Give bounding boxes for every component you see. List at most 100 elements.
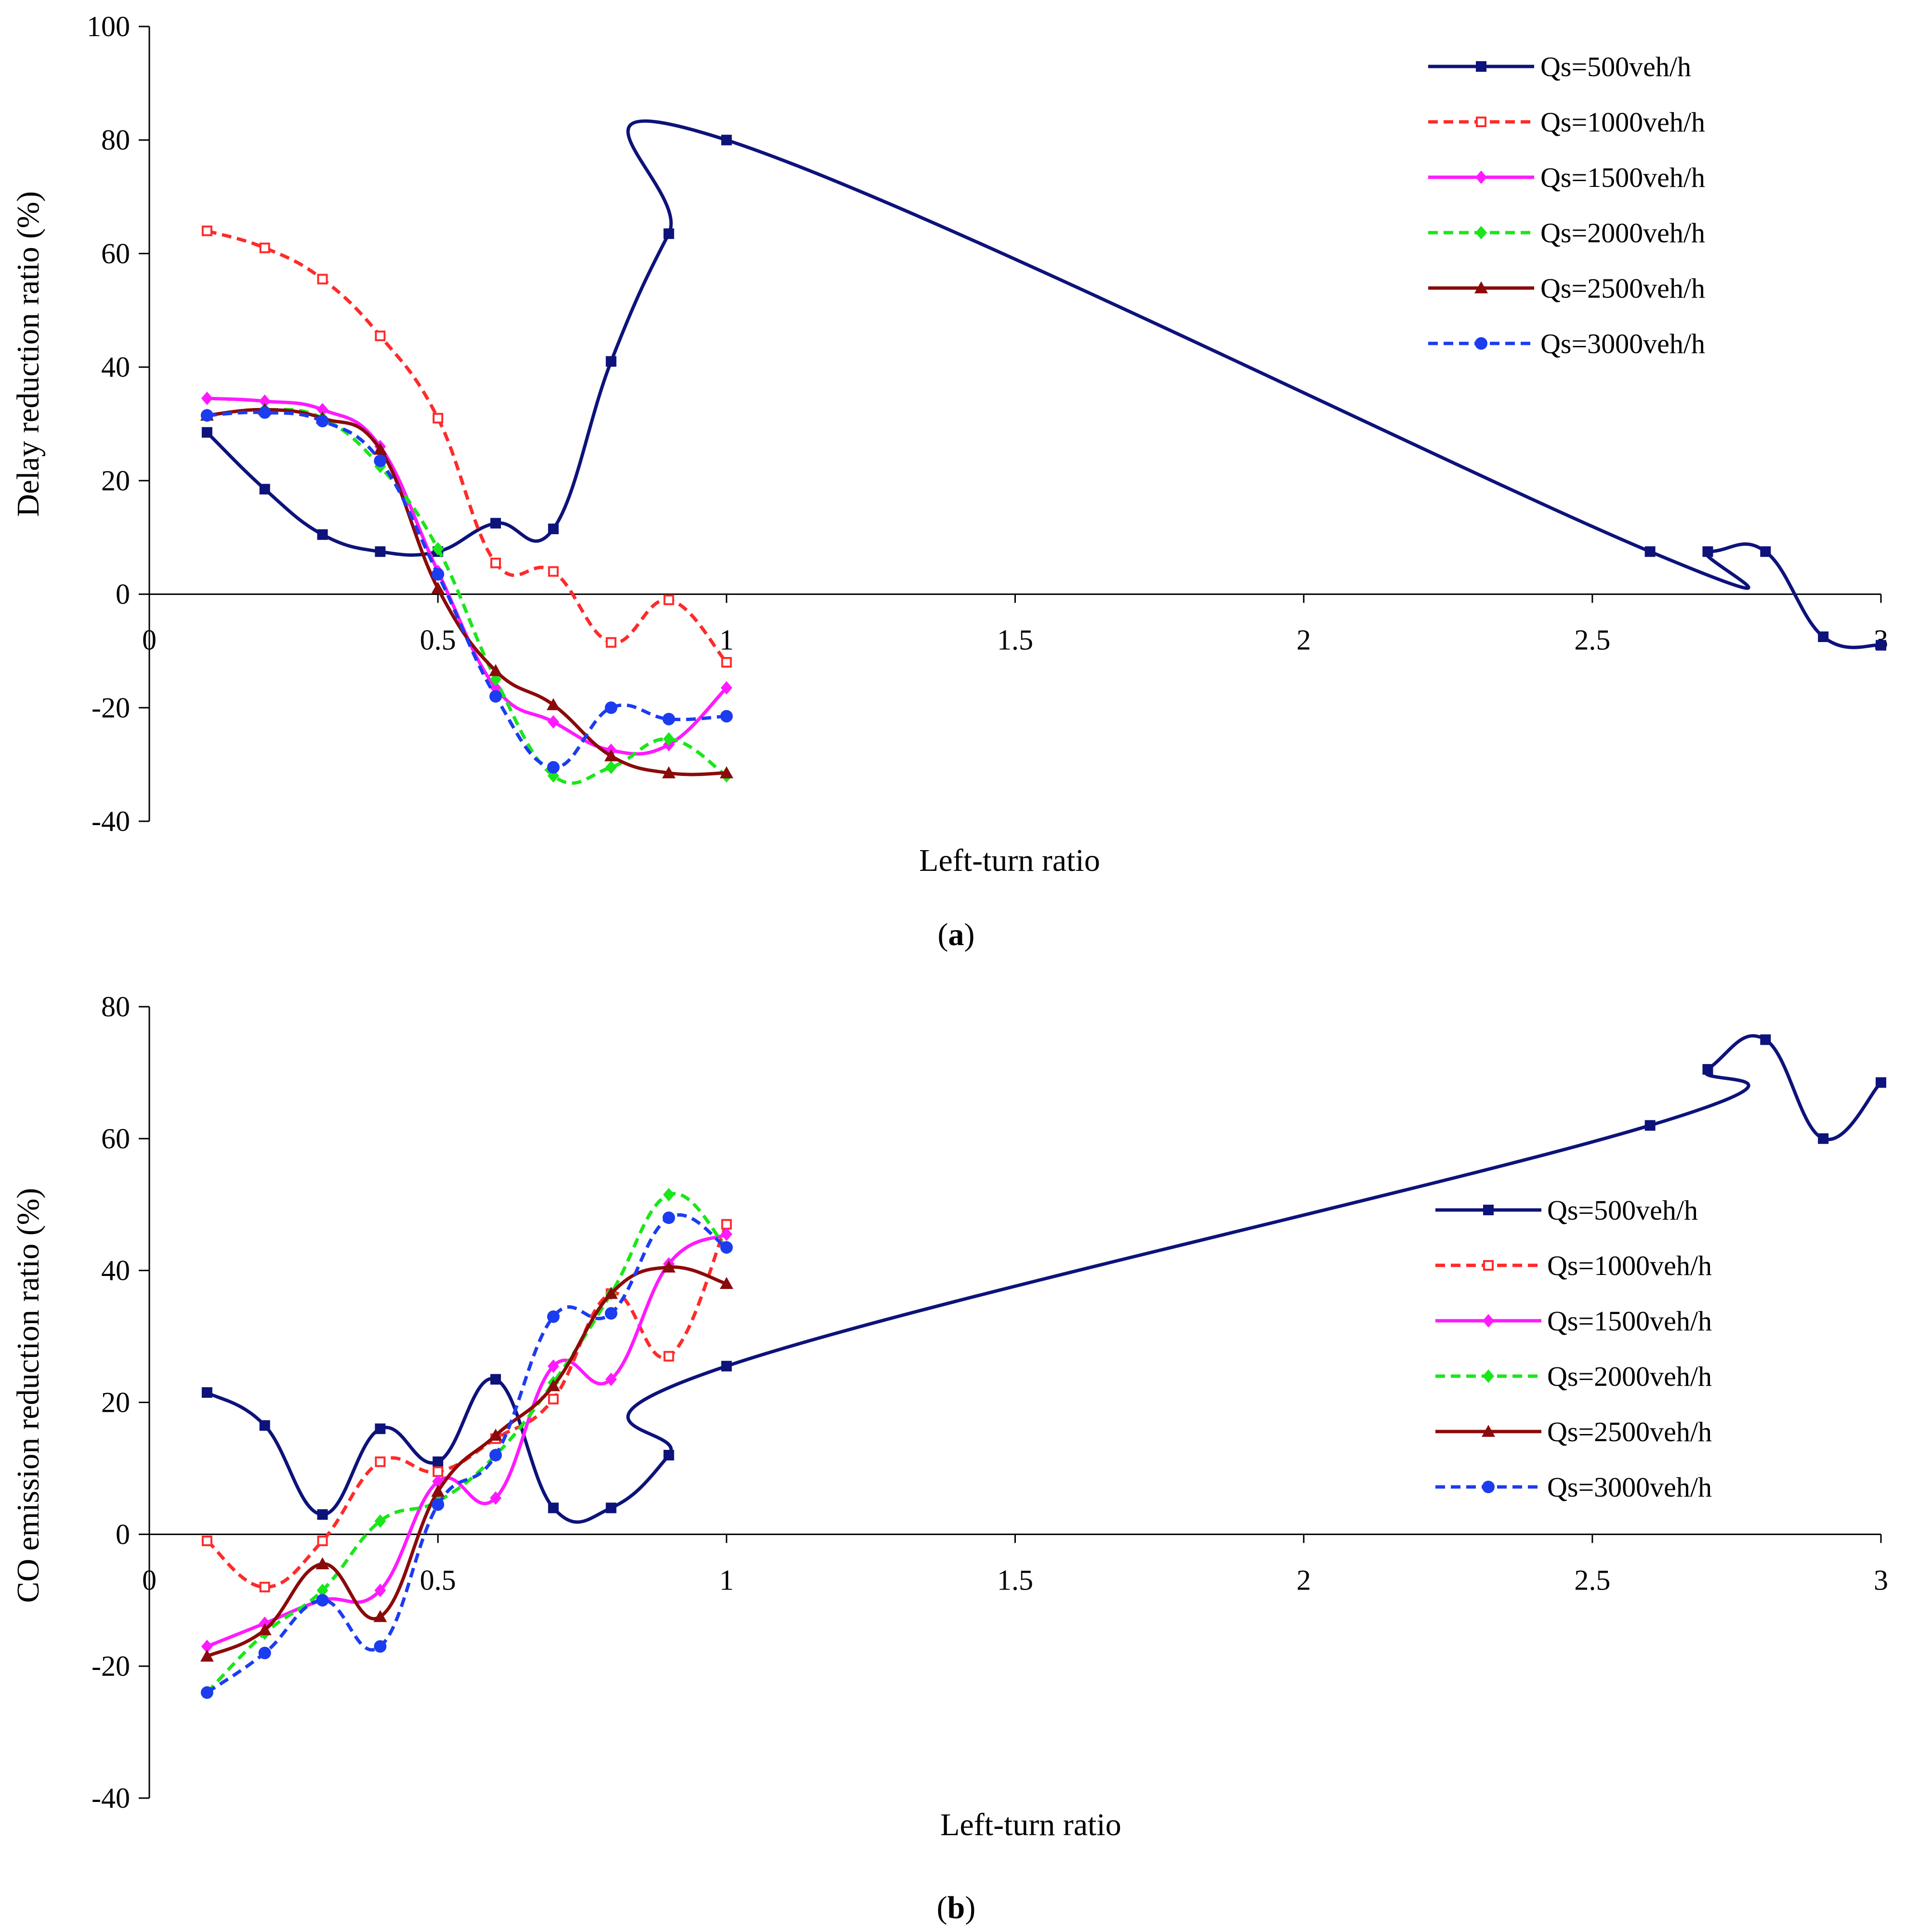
series-line bbox=[206, 1213, 728, 1694]
caption-a-letter: a bbox=[948, 917, 964, 952]
series-line bbox=[206, 1265, 727, 1658]
y-tick-label: 40 bbox=[101, 1255, 130, 1287]
legend-entry: Qs=1000veh/h bbox=[1435, 1250, 1712, 1281]
x-tick-label: 3 bbox=[1874, 1564, 1888, 1596]
y-tick-label: 60 bbox=[101, 1123, 130, 1155]
data-point bbox=[548, 566, 559, 577]
data-point bbox=[490, 1374, 501, 1385]
x-tick-label: 2.5 bbox=[1574, 1564, 1610, 1596]
data-point bbox=[200, 409, 213, 422]
legend-label: Qs=1000veh/h bbox=[1547, 1250, 1712, 1281]
data-point bbox=[1644, 1120, 1656, 1131]
x-tick-label: 1 bbox=[719, 624, 734, 656]
data-point bbox=[433, 413, 444, 424]
data-point bbox=[489, 1428, 502, 1441]
legend-marker bbox=[1483, 1260, 1494, 1271]
data-point bbox=[662, 766, 676, 778]
data-point bbox=[201, 427, 212, 438]
legend-label: Qs=1500veh/h bbox=[1547, 1305, 1712, 1337]
series-line bbox=[206, 229, 728, 664]
data-point bbox=[721, 681, 733, 695]
legend-marker bbox=[1475, 171, 1487, 184]
data-point bbox=[605, 761, 617, 775]
data-point bbox=[721, 134, 732, 145]
data-point bbox=[317, 529, 328, 540]
caption-b: (b) bbox=[937, 1890, 976, 1925]
data-point bbox=[663, 1188, 675, 1202]
data-point bbox=[605, 1372, 617, 1386]
data-point bbox=[201, 1387, 212, 1398]
legend-label: Qs=500veh/h bbox=[1547, 1195, 1698, 1226]
data-point bbox=[1818, 1133, 1829, 1144]
series-line bbox=[207, 410, 727, 769]
data-point bbox=[375, 330, 386, 342]
y-tick-label: -20 bbox=[92, 1650, 130, 1682]
x-tick-label: 0 bbox=[142, 624, 157, 656]
data-point bbox=[201, 1536, 212, 1547]
data-point bbox=[431, 581, 445, 594]
legend-entry: Qs=2000veh/h bbox=[1435, 1361, 1712, 1392]
data-point bbox=[663, 228, 674, 239]
x-tick-label: 0 bbox=[142, 1564, 157, 1596]
data-point bbox=[1876, 1077, 1886, 1088]
legend-entry: Qs=3000veh/h bbox=[1435, 1472, 1712, 1503]
data-point bbox=[547, 715, 559, 729]
legend-entry: Qs=1500veh/h bbox=[1428, 162, 1705, 193]
legend-a: Qs=500veh/h Qs=1000veh/h Qs=1500veh/h Qs=20… bbox=[1428, 51, 1705, 359]
data-point bbox=[374, 1640, 387, 1653]
legend-label: Qs=3000veh/h bbox=[1547, 1472, 1712, 1503]
data-point bbox=[200, 1649, 214, 1662]
legend-marker bbox=[1483, 1205, 1494, 1215]
data-point bbox=[663, 732, 675, 746]
data-point bbox=[1760, 1034, 1771, 1045]
series-Qs=2500veh/h bbox=[200, 1260, 734, 1662]
ylabel-a: Delay reduction ratio (%) bbox=[11, 191, 46, 517]
data-point bbox=[605, 701, 618, 714]
y-tick-label: 20 bbox=[101, 1387, 130, 1419]
x-tick-label: 1.5 bbox=[997, 1564, 1033, 1596]
data-point bbox=[662, 712, 675, 725]
data-point bbox=[316, 403, 329, 417]
legend-label: Qs=3000veh/h bbox=[1540, 328, 1705, 359]
data-point bbox=[431, 1485, 445, 1497]
legend-entry: Qs=1500veh/h bbox=[1435, 1305, 1712, 1337]
data-point bbox=[547, 761, 560, 774]
ylabel-b: CO emission reduction ratio (%) bbox=[11, 1188, 46, 1603]
data-point bbox=[604, 1287, 618, 1299]
data-point bbox=[548, 1502, 559, 1513]
series-Qs=3000veh/h bbox=[200, 1211, 733, 1699]
data-point bbox=[375, 1456, 386, 1467]
data-point bbox=[1876, 640, 1886, 651]
data-point bbox=[605, 356, 617, 367]
y-tick-label: -40 bbox=[92, 1782, 130, 1814]
data-point bbox=[1644, 546, 1656, 557]
y-tick-label: 60 bbox=[101, 237, 130, 269]
legend-b: Qs=500veh/h Qs=1000veh/h Qs=1500veh/h Qs=20… bbox=[1435, 1195, 1712, 1503]
x-tick-label: 1 bbox=[719, 1564, 734, 1596]
y-tick-label: 100 bbox=[87, 11, 130, 42]
series-line bbox=[206, 1192, 728, 1694]
data-point bbox=[605, 637, 617, 648]
legend-marker bbox=[1483, 1369, 1494, 1383]
data-point bbox=[1818, 631, 1829, 642]
data-point bbox=[548, 1393, 559, 1405]
data-point bbox=[605, 1502, 617, 1513]
xlabel-b: Left-turn ratio bbox=[940, 1807, 1121, 1842]
x-tick-label: 2 bbox=[1297, 1564, 1311, 1596]
data-point bbox=[259, 242, 270, 253]
data-point bbox=[201, 391, 213, 405]
legend-marker bbox=[1475, 337, 1487, 350]
data-point bbox=[258, 406, 271, 419]
data-point bbox=[374, 1583, 386, 1597]
legend-marker bbox=[1483, 1314, 1494, 1327]
series-line bbox=[207, 407, 727, 776]
data-point bbox=[373, 1610, 387, 1622]
data-point bbox=[374, 1514, 386, 1528]
data-point bbox=[546, 1379, 560, 1392]
data-point bbox=[663, 1351, 674, 1362]
data-point bbox=[258, 1623, 272, 1635]
data-point bbox=[490, 557, 501, 568]
data-point bbox=[1760, 546, 1771, 557]
x-tick-label: 3 bbox=[1874, 624, 1888, 656]
